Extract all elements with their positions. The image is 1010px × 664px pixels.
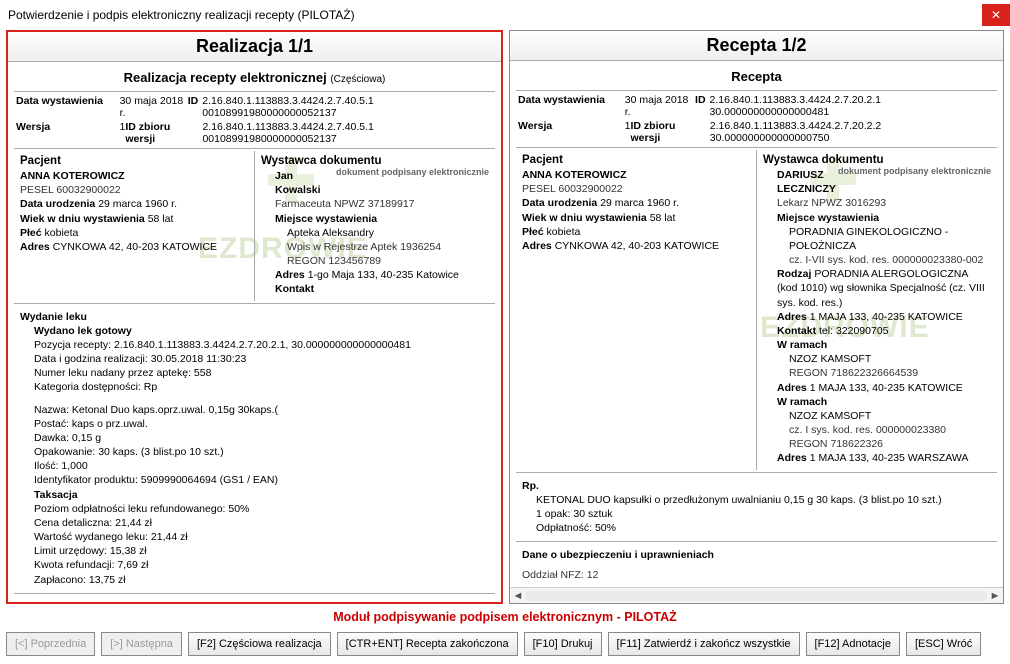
ubezp-block: Dane o ubezpieczeniu i uprawnieniach Odd… (516, 544, 997, 586)
app-window: Potwierdzenie i podpis elektroniczny rea… (0, 0, 1010, 664)
back-button[interactable]: [ESC] Wróć (906, 632, 981, 656)
next-button: [>] Następna (101, 632, 182, 656)
patient-name: ANNA KOTEROWICZ (522, 168, 750, 182)
prev-button: [<] Poprzednia (6, 632, 95, 656)
close-icon: ✕ (991, 8, 1001, 22)
meta-row: Data wystawienia 30 maja 2018 r. ID 2.16… (516, 93, 997, 119)
partial-button[interactable]: [F2] Częściowa realizacja (188, 632, 331, 656)
scroll-right-icon[interactable]: ► (987, 589, 1003, 603)
pacjent-block: Pacjent ANNA KOTEROWICZ PESEL 6003290002… (14, 151, 254, 301)
closed-button[interactable]: [CTR+ENT] Recepta zakończona (337, 632, 518, 656)
print-button[interactable]: [F10] Drukuj (524, 632, 602, 656)
annotations-button[interactable]: [F12] Adnotacje (806, 632, 900, 656)
rp-block: Rp. KETONAL DUO kapsułki o przedłużonym … (516, 475, 997, 540)
recepta-header: Recepta 1/2 (510, 31, 1003, 61)
window-title: Potwierdzenie i podpis elektroniczny rea… (8, 8, 355, 22)
wystawca-block: Wystawca dokumentudokument podpisany ele… (254, 151, 495, 301)
meta-row: Wersja 1 ID zbioru wersji 2.16.840.1.113… (516, 119, 997, 145)
title-bar: Potwierdzenie i podpis elektroniczny rea… (0, 0, 1010, 30)
scroll-track[interactable] (526, 591, 987, 601)
recepta-pane: Recepta 1/2 EZDROWIE Recepta Data wystaw… (509, 30, 1004, 604)
meta-row: Data wystawienia 30 maja 2018 r. ID 2.16… (14, 94, 495, 120)
ubezp-block: Dane o ubezpieczeniu i uprawnieniach Odd… (14, 596, 495, 602)
realizacja-body: EZDROWIE Realizacja recepty elektroniczn… (8, 62, 501, 602)
realizacja-pane: Realizacja 1/1 EZDROWIE Realizacja recep… (6, 30, 503, 604)
recepta-body: EZDROWIE Recepta Data wystawienia 30 maj… (510, 61, 1003, 587)
wydanie-block: Wydanie leku Wydano lek gotowy Pozycja r… (14, 306, 495, 591)
realizacja-header: Realizacja 1/1 (8, 32, 501, 62)
pacjent-block: Pacjent ANNA KOTEROWICZ PESEL 6003290002… (516, 150, 756, 470)
realizacja-subtitle: Realizacja recepty elektronicznej (Częśc… (14, 64, 495, 89)
confirm-all-button[interactable]: [F11] Zatwierdź i zakończ wszystkie (608, 632, 800, 656)
module-line: Moduł podpisywanie podpisem elektroniczn… (0, 604, 1010, 628)
patient-name: ANNA KOTEROWICZ (20, 169, 248, 183)
wystawca-block: Wystawca dokumentudokument podpisany ele… (756, 150, 997, 470)
recepta-subtitle: Recepta (516, 63, 997, 88)
meta-row: Wersja 1 ID zbioru wersji 2.16.840.1.113… (14, 120, 495, 146)
close-button[interactable]: ✕ (982, 4, 1010, 26)
button-bar: [<] Poprzednia [>] Następna [F2] Częścio… (0, 628, 1010, 664)
scroll-left-icon[interactable]: ◄ (510, 589, 526, 603)
horizontal-scrollbar[interactable]: ◄ ► (510, 587, 1003, 603)
